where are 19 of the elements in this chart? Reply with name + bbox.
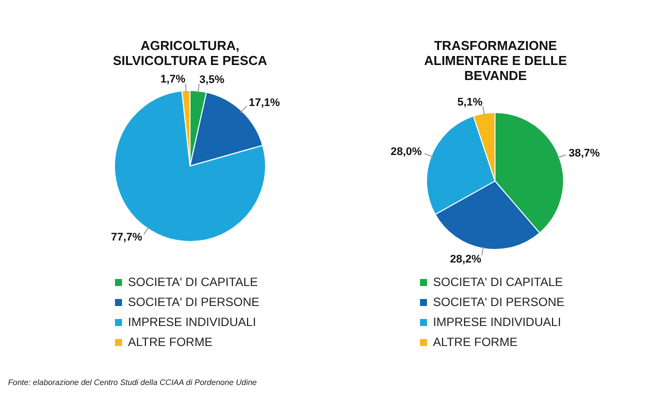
data-label: 17,1% bbox=[248, 97, 280, 110]
legend-label: ALTRE FORME bbox=[432, 334, 518, 351]
data-label: 77,7% bbox=[110, 232, 142, 244]
chart-title: AGRICOLTURA, SILVICOLTURA E PESCA bbox=[112, 38, 268, 68]
legend-label: SOCIETA' DI CAPITALE bbox=[432, 274, 564, 291]
legend-label: SOCIETA' DI PERSONE bbox=[127, 294, 260, 311]
data-label: 28,0% bbox=[390, 146, 422, 158]
data-label: 1,7% bbox=[160, 74, 186, 86]
data-label: 28,2% bbox=[450, 253, 482, 266]
chart-title: TRASFORMAZIONE ALIMENTARE E DELLE BEVANDE bbox=[423, 38, 568, 83]
legend-label: IMPRESE INDIVIDUALI bbox=[127, 314, 258, 331]
data-label: 5,1% bbox=[457, 96, 483, 109]
legend-label: SOCIETA' DI CAPITALE bbox=[127, 274, 259, 291]
source-note: Fonte: elaborazione del Centro Studi della CCIAA di Pordenone Udine bbox=[8, 378, 257, 387]
legend-label: IMPRESE INDIVIDUALI bbox=[432, 314, 562, 331]
legend-label: ALTRE FORME bbox=[127, 334, 214, 351]
data-label: 3,5% bbox=[199, 74, 225, 86]
data-label: 38,7% bbox=[568, 147, 600, 160]
legend-label: SOCIETA' DI PERSONE bbox=[432, 294, 564, 311]
